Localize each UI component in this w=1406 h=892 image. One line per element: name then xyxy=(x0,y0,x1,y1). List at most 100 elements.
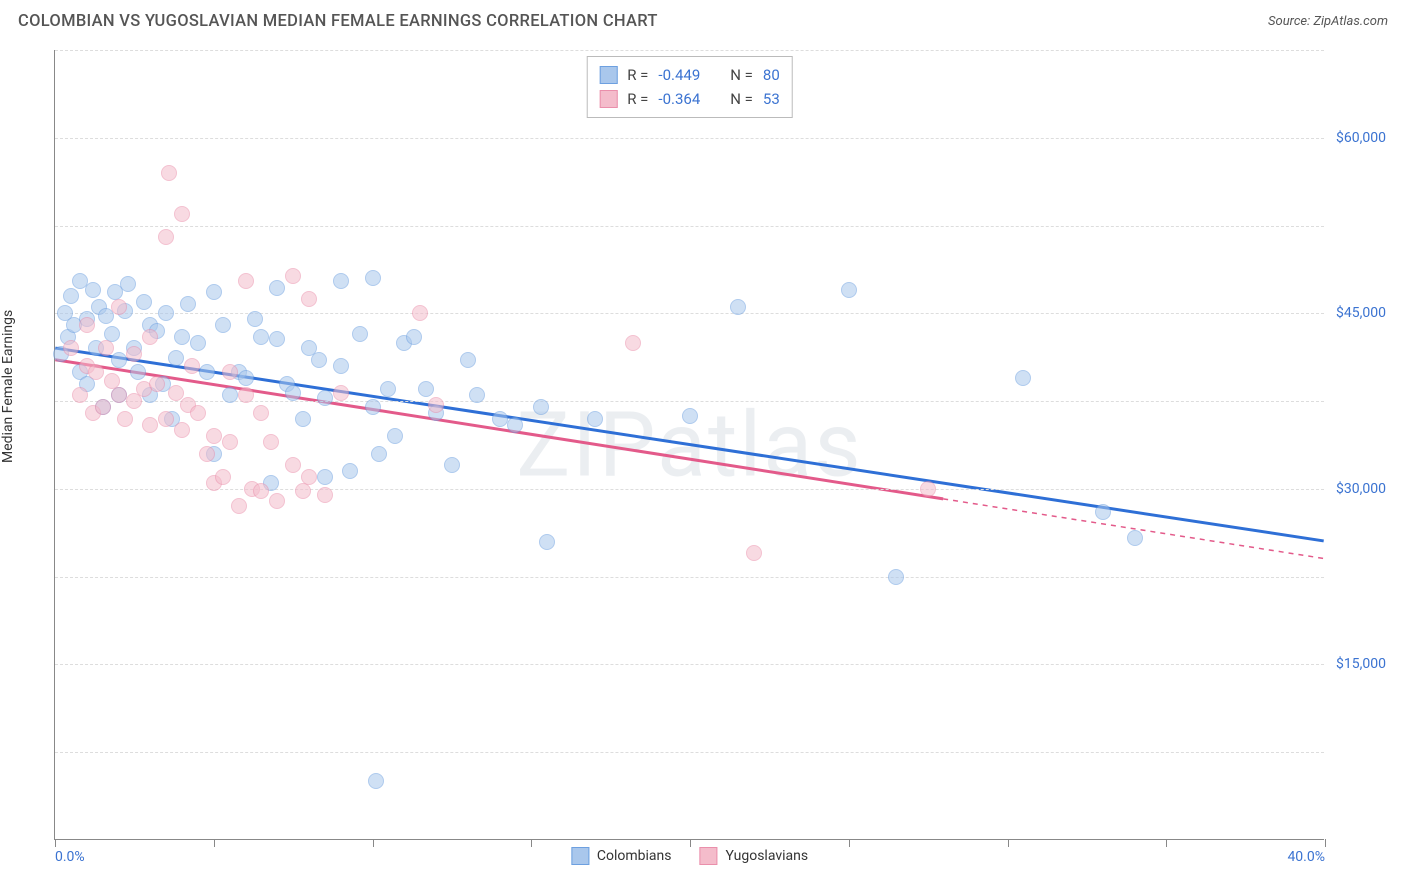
trend-lines xyxy=(55,50,1324,839)
data-point xyxy=(142,417,158,433)
x-tick xyxy=(1008,839,1009,847)
data-point xyxy=(311,352,327,368)
r-value: -0.449 xyxy=(658,63,700,87)
plot-area: ZIPatlas R =-0.449N =80R =-0.364N =53 Co… xyxy=(54,50,1324,840)
data-point xyxy=(174,329,190,345)
gridline xyxy=(55,664,1324,665)
data-point xyxy=(285,268,301,284)
correlation-legend-row: R =-0.449N =80 xyxy=(599,63,780,87)
data-point xyxy=(142,329,158,345)
data-point xyxy=(88,364,104,380)
gridline xyxy=(55,50,1324,51)
data-point xyxy=(317,390,333,406)
x-tick xyxy=(373,839,374,847)
data-point xyxy=(342,463,358,479)
data-point xyxy=(85,282,101,298)
data-point xyxy=(841,282,857,298)
data-point xyxy=(149,376,165,392)
legend-swatch xyxy=(700,847,718,865)
data-point xyxy=(184,358,200,374)
data-point xyxy=(79,317,95,333)
data-point xyxy=(222,364,238,380)
correlation-legend-row: R =-0.364N =53 xyxy=(599,87,780,111)
data-point xyxy=(222,434,238,450)
data-point xyxy=(263,434,279,450)
data-point xyxy=(295,483,311,499)
data-point xyxy=(317,487,333,503)
chart-container: Median Female Earnings ZIPatlas R =-0.44… xyxy=(18,50,1388,875)
data-point xyxy=(120,276,136,292)
data-point xyxy=(285,457,301,473)
data-point xyxy=(199,446,215,462)
data-point xyxy=(158,305,174,321)
data-point xyxy=(301,291,317,307)
data-point xyxy=(206,284,222,300)
data-point xyxy=(190,335,206,351)
series-legend-item: Yugoslavians xyxy=(700,847,809,865)
y-tick-label: $60,000 xyxy=(1336,130,1386,146)
x-tick xyxy=(690,839,691,847)
r-value: -0.364 xyxy=(658,87,700,111)
x-tick xyxy=(1166,839,1167,847)
data-point xyxy=(63,340,79,356)
data-point xyxy=(247,311,263,327)
data-point xyxy=(269,280,285,296)
data-point xyxy=(98,340,114,356)
data-point xyxy=(117,411,133,427)
data-point xyxy=(333,358,349,374)
data-point xyxy=(222,387,238,403)
data-point xyxy=(730,299,746,315)
x-tick xyxy=(1325,839,1326,847)
data-point xyxy=(380,381,396,397)
x-tick-label: 0.0% xyxy=(55,849,85,865)
gridline xyxy=(55,752,1324,753)
data-point xyxy=(158,411,174,427)
data-point xyxy=(111,387,127,403)
trend-line-extrapolated xyxy=(943,499,1324,559)
data-point xyxy=(174,422,190,438)
y-tick-label: $30,000 xyxy=(1336,481,1386,497)
y-tick-label: $15,000 xyxy=(1336,656,1386,672)
data-point xyxy=(333,385,349,401)
data-point xyxy=(215,317,231,333)
data-point xyxy=(111,352,127,368)
data-point xyxy=(168,350,184,366)
data-point xyxy=(317,469,333,485)
data-point xyxy=(352,326,368,342)
n-label: N = xyxy=(730,87,753,111)
data-point xyxy=(136,294,152,310)
data-point xyxy=(174,206,190,222)
data-point xyxy=(460,352,476,368)
data-point xyxy=(888,569,904,585)
data-point xyxy=(269,493,285,509)
x-tick xyxy=(849,839,850,847)
data-point xyxy=(682,408,698,424)
data-point xyxy=(180,296,196,312)
y-axis-label: Median Female Earnings xyxy=(0,309,16,462)
legend-swatch xyxy=(599,66,617,84)
data-point xyxy=(368,773,384,789)
source-attribution: Source: ZipAtlas.com xyxy=(1268,14,1388,29)
series-name: Colombians xyxy=(597,848,672,864)
x-tick xyxy=(214,839,215,847)
data-point xyxy=(285,385,301,401)
y-tick-label: $45,000 xyxy=(1336,305,1386,321)
data-point xyxy=(238,370,254,386)
source-label: Source: xyxy=(1268,14,1310,29)
series-legend: Colombians Yugoslavians xyxy=(571,847,808,865)
gridline xyxy=(55,138,1324,139)
data-point xyxy=(469,387,485,403)
data-point xyxy=(253,405,269,421)
x-tick xyxy=(531,839,532,847)
data-point xyxy=(253,329,269,345)
data-point xyxy=(238,273,254,289)
data-point xyxy=(387,428,403,444)
data-point xyxy=(625,335,641,351)
data-point xyxy=(126,346,142,362)
series-name: Yugoslavians xyxy=(726,848,809,864)
data-point xyxy=(507,417,523,433)
data-point xyxy=(253,483,269,499)
data-point xyxy=(365,270,381,286)
data-point xyxy=(231,498,247,514)
data-point xyxy=(95,399,111,415)
